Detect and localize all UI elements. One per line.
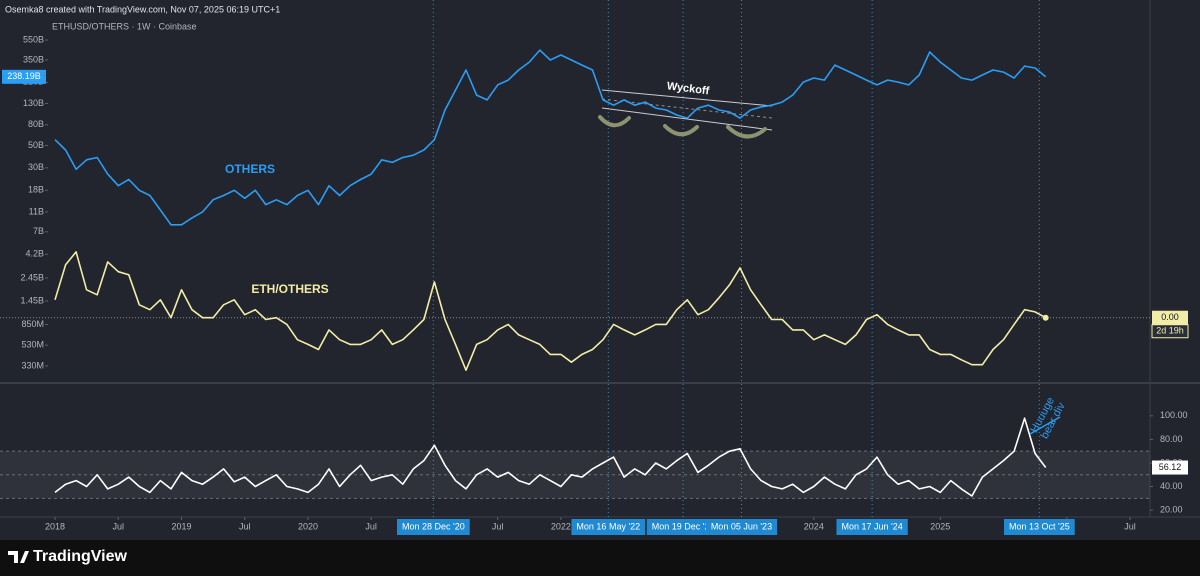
price-label-box	[1152, 310, 1188, 325]
y-tick-label: 7B	[33, 226, 44, 236]
x-tick-label: 2022	[551, 521, 571, 531]
marker-label: Mon 17 Jun '24	[841, 521, 902, 531]
series-line	[54, 49, 1047, 226]
channel-line	[601, 107, 773, 131]
y-tick-label: 530M	[21, 340, 44, 350]
countdown-label: 2d 19h	[1156, 326, 1184, 336]
last-point	[1042, 314, 1049, 321]
y-tick-label: 130B	[23, 98, 44, 108]
y-tick-label: 330M	[21, 360, 44, 370]
y-tick-label: 4.2B	[25, 249, 44, 259]
x-tick-label: 2024	[804, 521, 824, 531]
labels-layer: 550B350B210B130B80B50B30B18B11B7B4.2B2.4…	[2, 34, 1189, 535]
series-line	[54, 417, 1047, 497]
x-tick-label: 2020	[298, 521, 318, 531]
brand: TradingView	[8, 548, 128, 565]
marker-label-box	[705, 519, 778, 535]
y-tick-label: 550B	[23, 34, 44, 44]
x-tick-label: Jul	[492, 521, 504, 531]
y-tick-label: 1.45B	[20, 295, 44, 305]
y-tick-label: 100.00	[1160, 410, 1188, 420]
y-tick-label: 18B	[28, 185, 44, 195]
series-line	[54, 251, 1047, 371]
brand-icon	[8, 551, 29, 563]
channel-line	[601, 89, 773, 107]
marker-label: Mon 05 Jun '23	[711, 521, 772, 531]
countdown-box	[1151, 324, 1189, 339]
marker-label-box	[396, 519, 470, 535]
divergence-line	[1029, 416, 1061, 435]
brand-name: TradingView	[33, 548, 128, 565]
y-tick-label: 350B	[23, 54, 44, 64]
y-tick-label: 20.00	[1160, 504, 1183, 514]
lines-layer	[54, 49, 1047, 497]
series-annotation: ETH/OTHERS	[251, 282, 328, 296]
background-layer	[0, 0, 1150, 517]
marker-label-box	[1003, 519, 1075, 535]
last-value-label: 238.19B	[7, 71, 41, 81]
x-tick-label: Jul	[365, 521, 377, 531]
x-tick-label: 2019	[171, 521, 191, 531]
credit: Osemka8 created with TradingView.com, No…	[5, 4, 280, 14]
y-tick-label: 30B	[28, 162, 44, 172]
y-tick-label: 11B	[29, 206, 44, 216]
marker-label: Mon 28 Dec '20	[402, 521, 465, 531]
marker-label-box	[646, 519, 720, 535]
symbol-info: ETHUSD/OTHERS · 1W · Coinbase	[52, 21, 197, 31]
x-tick-label: Jul	[1124, 521, 1136, 531]
series-annotation: OTHERS	[225, 162, 275, 176]
y-tick-label: 80.00	[1160, 434, 1183, 444]
last-value-box	[2, 69, 46, 84]
oscillator-band	[0, 451, 1150, 499]
wyckoff-drawing	[598, 89, 773, 139]
marker-label: Mon 19 Dec '22	[652, 521, 715, 531]
footer-background	[0, 540, 1200, 576]
last-value-box	[1152, 460, 1188, 475]
last-value-label: 56.12	[1159, 462, 1182, 472]
marker-label-box	[836, 519, 908, 535]
y-tick-label: 40.00	[1160, 481, 1183, 491]
spring-arc	[726, 125, 767, 139]
x-tick-label: Jul	[239, 521, 251, 531]
y-tick-label: 850M	[21, 319, 44, 329]
y-tick-label: 50B	[28, 140, 44, 150]
spring-arc	[598, 115, 631, 128]
x-tick-label: 2018	[45, 521, 65, 531]
y-tick-label: 2.45B	[20, 272, 44, 282]
marker-label: Mon 16 May '22	[576, 521, 640, 531]
spring-arc	[663, 124, 699, 137]
y-tick-label: 80B	[28, 119, 44, 129]
marker-label-box	[571, 519, 646, 535]
x-tick-label: 2025	[930, 521, 950, 531]
wyckoff-annotation: Wyckoff	[666, 80, 710, 97]
marker-label: Mon 13 Oct '25	[1009, 521, 1070, 531]
channel-midline	[601, 98, 773, 119]
price-label: 0.00	[1161, 312, 1179, 322]
x-tick-label: Jul	[113, 521, 125, 531]
